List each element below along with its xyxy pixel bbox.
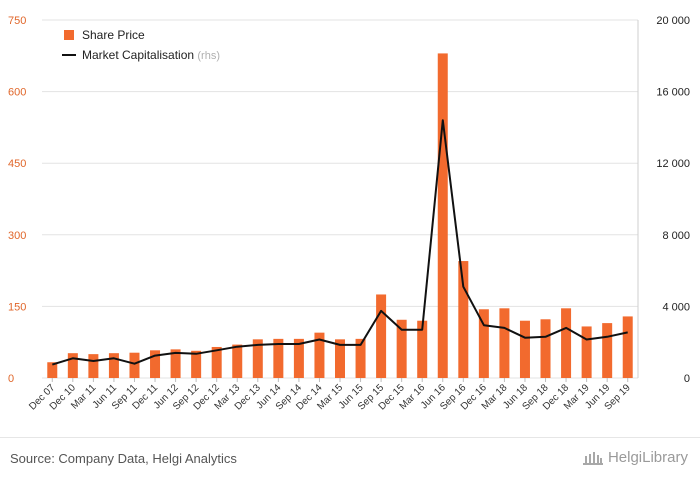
bar-share-price	[108, 353, 119, 378]
y-tick-label-left: 150	[8, 301, 26, 313]
legend-swatch-share-price	[64, 30, 74, 40]
y-tick-label-right: 16 000	[656, 87, 690, 99]
bar-share-price	[273, 338, 284, 378]
legend-label-market-cap: Market Capitalisation (rhs)	[82, 48, 220, 62]
chart: 0 150 300 450 600 750 0 4 000 8 000 12 000 16 000 2…	[8, 15, 690, 413]
y-tick-label-left: 600	[8, 87, 26, 99]
y-tick-label-left: 300	[8, 230, 26, 242]
bar-share-price	[67, 353, 78, 378]
bar-share-price	[417, 320, 428, 378]
y-tick-label-right: 0	[684, 373, 690, 385]
source-note: Source: Company Data, Helgi Analytics	[10, 451, 237, 466]
y-tick-label-right: 4 000	[662, 301, 690, 313]
logo-text: HelgiLibrary	[607, 449, 688, 466]
bar-share-price	[376, 294, 387, 378]
bar-share-price	[47, 362, 58, 378]
bar-share-price	[622, 316, 633, 378]
y-tick-label-left: 750	[8, 15, 26, 27]
bar-share-price	[232, 344, 243, 378]
y-tick-label-right: 8 000	[662, 230, 690, 242]
y-tick-label-left: 450	[8, 158, 26, 170]
bar-share-price	[293, 338, 304, 378]
y-tick-label-left: 0	[8, 373, 14, 385]
bar-share-price	[519, 320, 530, 378]
bar-share-price	[437, 53, 448, 379]
y-tick-label-right: 12 000	[656, 158, 690, 170]
bar-share-price	[191, 350, 202, 378]
line-market-capitalisation	[52, 119, 628, 366]
legend-label-share-price: Share Price	[82, 28, 145, 42]
bar-share-price	[355, 338, 366, 378]
bar-share-price	[561, 308, 572, 378]
y-tick-label-right: 20 000	[656, 15, 690, 27]
bar-share-price	[314, 332, 325, 378]
bar-share-price	[602, 323, 613, 378]
bar-share-price	[458, 261, 469, 378]
bar-share-price	[88, 354, 99, 378]
bar-share-price	[150, 350, 161, 378]
helgi-library-logo: HelgiLibrary	[582, 449, 688, 466]
bar-share-price	[129, 352, 140, 378]
bar-share-price	[396, 319, 407, 378]
footer-divider	[0, 437, 700, 438]
legend-rhs-note: (rhs)	[197, 50, 220, 62]
library-building-icon	[582, 451, 603, 465]
bar-share-price	[211, 346, 222, 378]
bar-share-price	[478, 309, 489, 378]
bar-share-price	[581, 326, 592, 378]
bar-share-price	[170, 349, 181, 378]
bar-share-price	[335, 339, 345, 378]
bar-share-price	[499, 308, 510, 378]
bar-share-price	[540, 319, 551, 378]
bar-share-price	[252, 339, 263, 378]
